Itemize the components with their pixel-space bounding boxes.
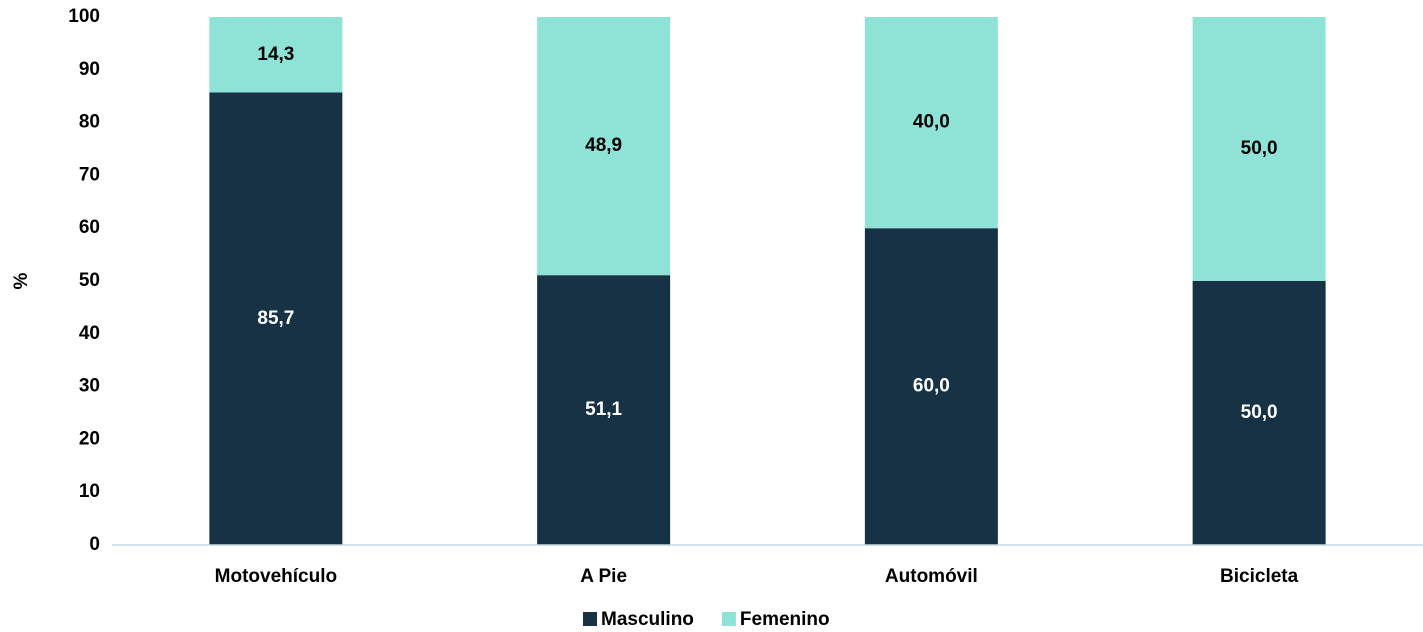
x-tick-label: Motovehículo <box>215 566 337 587</box>
y-axis-label: % <box>11 272 32 289</box>
legend-label: Masculino <box>601 609 694 630</box>
data-label: 50,0 <box>1241 402 1278 423</box>
y-tick-label: 80 <box>79 112 100 133</box>
data-label: 85,7 <box>257 308 294 329</box>
bar-segment <box>209 17 343 93</box>
x-tick-label: Bicicleta <box>1220 566 1299 587</box>
bar-segment <box>1192 17 1326 281</box>
legend-swatch <box>721 612 736 626</box>
y-tick-label: 70 <box>79 164 100 185</box>
legend-label: Femenino <box>740 609 830 630</box>
legend-swatch <box>583 612 597 626</box>
y-tick-label: 50 <box>79 270 100 291</box>
y-tick-label: 10 <box>79 481 100 502</box>
x-tick-label: A Pie <box>580 566 627 587</box>
data-label: 50,0 <box>1241 138 1278 159</box>
y-tick-label: 60 <box>79 217 100 238</box>
y-tick-label: 20 <box>79 428 100 449</box>
bar-segment <box>1192 281 1326 545</box>
x-tick-label: Automóvil <box>885 566 978 587</box>
data-label: 60,0 <box>913 376 950 397</box>
data-label: 51,1 <box>585 399 622 420</box>
y-tick-label: 0 <box>89 534 100 555</box>
y-tick-label: 40 <box>79 323 100 344</box>
y-tick-label: 90 <box>79 59 100 80</box>
data-label: 48,9 <box>585 135 622 156</box>
data-label: 14,3 <box>257 44 294 65</box>
bar-segment <box>864 228 998 545</box>
data-label: 40,0 <box>913 112 950 133</box>
y-tick-label: 30 <box>79 376 100 397</box>
y-tick-label: 100 <box>68 6 100 27</box>
bar-segment <box>537 17 671 276</box>
bar-segment <box>209 92 343 545</box>
bar-segment <box>864 17 998 229</box>
bar-segment <box>537 275 671 545</box>
